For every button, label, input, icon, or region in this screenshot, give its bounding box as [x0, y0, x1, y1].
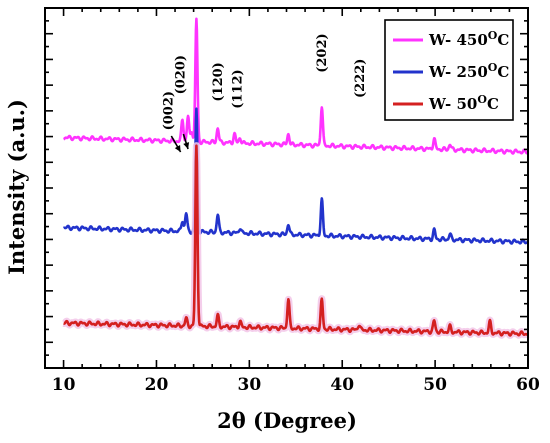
- series-line: [62, 144, 529, 337]
- peak-arrowhead: [174, 145, 181, 152]
- x-tick-label: 10: [52, 375, 76, 395]
- x-tick-label: 40: [330, 375, 354, 395]
- legend-label: W- 450OC: [428, 29, 509, 49]
- axes-layer: 10 20 30 40 50 60: [44, 7, 540, 395]
- peak-label: (112): [230, 69, 245, 108]
- x-tick-label: 30: [238, 375, 262, 395]
- peak-label: (120): [211, 62, 226, 101]
- x-tick-label: 20: [145, 375, 169, 395]
- legend-label: W- 50OC: [428, 93, 499, 113]
- peak-label: (002): [162, 91, 177, 130]
- legend-label: W- 250OC: [428, 61, 509, 81]
- peak-label: (222): [353, 59, 368, 98]
- x-tick-label: 60: [516, 375, 540, 395]
- y-axis-title: Intensity (a.u.): [4, 99, 29, 275]
- legend: W- 450OC W- 250OC W- 50OC: [384, 19, 514, 121]
- series-layer: [60, 17, 532, 339]
- series-line: [62, 17, 529, 155]
- peak-label: (202): [315, 33, 330, 72]
- x-tick-label: 50: [423, 375, 447, 395]
- x-axis-title: 2θ (Degree): [217, 408, 357, 433]
- series-line: [62, 107, 529, 245]
- peak-label: (020): [174, 55, 189, 94]
- peak-arrowhead: [183, 142, 190, 149]
